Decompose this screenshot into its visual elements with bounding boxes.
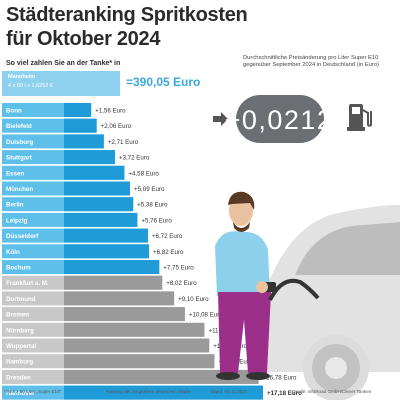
category-label-11: Frankfurt a. M. [6,280,49,287]
footnote-source: Quelle: infoRoad GmbH/Clever Tanken [292,389,372,394]
bar-shade-9 [64,244,150,259]
fuel-pump-icon [347,104,372,131]
bar-shade-14 [64,322,205,337]
bar-shade-18 [64,385,263,400]
bar-shade-12 [64,291,175,306]
bar-shade-8 [64,228,148,243]
category-label-12: Dortmund [6,296,36,303]
bar-shade-0 [64,103,92,117]
bar-shade-2 [64,134,104,149]
footnote: *für 4 x 60 Liter „Super E10" [4,389,62,394]
reference-total: =390,05 Euro [126,75,201,89]
bar-shade-6 [64,197,134,212]
footnote-date: Stand: 01.11.2024 [210,389,248,394]
value-label-2: +2,71 Euro [108,139,139,146]
value-label-7: +5,76 Euro [141,217,172,224]
value-label-11: +8,02 Euro [166,280,197,287]
category-label-4: Essen [6,170,24,177]
value-label-4: +4,58 Euro [128,170,159,177]
value-label-12: +9,10 Euro [178,296,209,303]
bar-shade-16 [64,354,215,369]
reference-city-box: Mannheim 4 x 60 l x 1,6252 € [2,71,120,96]
bar-shade-3 [64,150,115,165]
value-label-6: +5,38 Euro [137,202,168,209]
bar-shade-10 [64,260,160,274]
bar-group: Bonn +1,56 Euro Bielefeld +2,06 Euro Duisbur… [2,103,302,400]
category-label-10: Bochum [6,265,31,272]
price-change-description: Durchschnittliche Preisänderung pro Lite… [243,55,379,68]
value-label-9: +6,82 Euro [153,249,184,256]
chart-subtitle: So viel zahlen Sie an der Tanke* in [6,60,121,67]
price-change-value: +0,0212 [225,105,334,135]
value-label-0: +1,56 Euro [95,108,126,115]
category-label-2: Duisburg [6,139,33,146]
value-label-10: +7,75 Euro [163,265,194,272]
arrow-icon [213,112,228,126]
category-label-5: München [6,186,33,193]
category-label-0: Bonn [6,108,22,115]
price-change-display: +0,0212 [213,95,372,143]
category-label-8: Düsseldorf [6,233,39,240]
value-label-3: +3,72 Euro [119,155,150,162]
category-label-1: Bielefeld [6,123,32,130]
category-label-15: Wuppertal [6,343,36,350]
category-label-16: Hamburg [6,359,33,366]
category-label-7: Leipzig [6,217,28,224]
bar-shade-15 [64,338,210,353]
category-label-9: Köln [6,249,20,256]
bar-shade-7 [64,212,138,227]
category-label-17: Dresden [6,374,31,381]
category-label-6: Berlin [6,202,24,209]
value-label-8: +6,72 Euro [152,233,183,240]
value-label-5: +5,09 Euro [134,186,165,193]
reference-city: Mannheim [8,74,36,80]
value-label-17: +16,78 Euro [263,374,297,381]
person-illustration [215,191,320,380]
car-illustration [262,205,400,400]
chart-title-line2: für Oktober 2024 [6,28,161,50]
bar-shade-5 [64,181,130,196]
category-label-13: Bremen [6,312,29,319]
bar-shade-17 [64,369,259,384]
chart-title: Städteranking Spritkosten [6,4,248,26]
value-label-1: +2,06 Euro [101,123,132,130]
bar-shade-1 [64,118,97,133]
value-label-18: +17,18 Euro [267,390,302,397]
reference-formula: 4 x 60 l x 1,6252 € [8,83,53,89]
bar-shade-11 [64,275,163,290]
category-label-18: Hannover [6,390,35,397]
category-label-14: Nürnberg [6,327,34,334]
value-label-13: +10,08 Euro [189,312,223,319]
category-label-3: Stuttgart [6,155,32,162]
bar-shade-4 [64,165,125,180]
fuel-nozzle-hose [268,278,320,301]
footnote-ranking: Ranking der 20 größten deutschen Städte [106,389,192,394]
bar-shade-13 [64,307,185,322]
